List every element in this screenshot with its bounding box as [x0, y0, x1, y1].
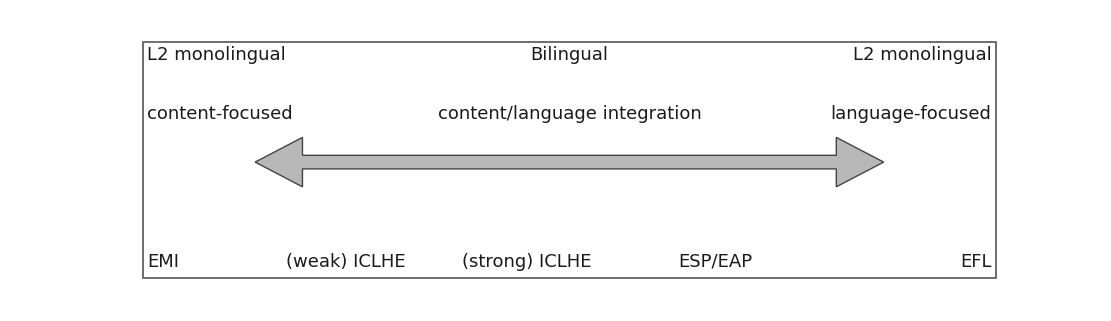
Text: content/language integration: content/language integration: [438, 105, 701, 123]
Text: (weak) ICLHE: (weak) ICLHE: [286, 253, 406, 271]
Text: ESP/EAP: ESP/EAP: [679, 253, 753, 271]
Text: L2 monolingual: L2 monolingual: [852, 46, 991, 64]
Text: Bilingual: Bilingual: [530, 46, 609, 64]
Text: EMI: EMI: [148, 253, 180, 271]
Text: language-focused: language-focused: [830, 105, 991, 123]
Text: EFL: EFL: [960, 253, 991, 271]
Polygon shape: [256, 137, 883, 187]
Text: content-focused: content-focused: [148, 105, 293, 123]
Text: L2 monolingual: L2 monolingual: [148, 46, 287, 64]
Text: (strong) ICLHE: (strong) ICLHE: [461, 253, 591, 271]
